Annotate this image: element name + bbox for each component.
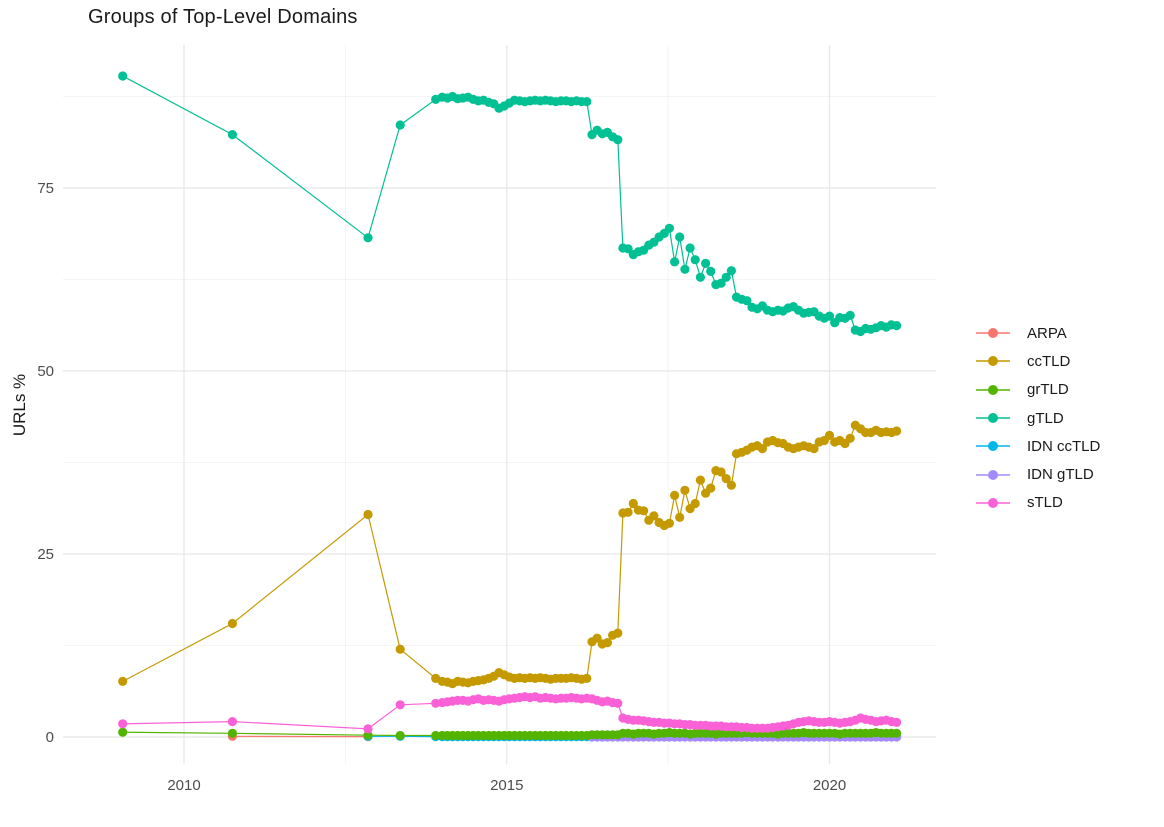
legend-label: IDN gTLD — [1027, 466, 1094, 484]
legend-key-icon — [976, 441, 1010, 452]
series-cctld — [118, 420, 902, 689]
y-axis-tick-labels: 0 25 50 75 — [37, 180, 54, 746]
series-gtld — [118, 71, 902, 337]
legend-item-idn-gtld: IDN gTLD — [975, 460, 1100, 488]
legend-key-icon — [976, 384, 1010, 395]
legend-key-icon — [976, 356, 1010, 367]
gridlines-minor — [63, 45, 936, 764]
legend-key-icon — [976, 328, 1010, 339]
legend-item-idn-cctld: IDN ccTLD — [975, 432, 1100, 460]
chart-title: Groups of Top-Level Domains — [88, 6, 358, 28]
legend-label: ccTLD — [1027, 352, 1071, 370]
legend-item-stld: sTLD — [975, 489, 1100, 517]
legend-key-icon — [976, 413, 1010, 424]
legend-key-icon — [976, 469, 1010, 480]
legend-label: ARPA — [1027, 324, 1067, 342]
series-grtld — [118, 727, 902, 741]
legend-label: sTLD — [1027, 494, 1063, 512]
series-stld — [118, 692, 902, 734]
y-tick-label: 25 — [37, 546, 54, 563]
legend-label: gTLD — [1027, 409, 1064, 427]
legend-label: IDN ccTLD — [1027, 437, 1101, 455]
legend-item-grtld: grTLD — [975, 376, 1100, 404]
legend: ARPA ccTLD grTLD gTLD IDN ccTLD IDN gTLD sTLD — [975, 319, 1100, 517]
y-tick-label: 50 — [37, 363, 54, 380]
x-tick-label: 2015 — [490, 777, 523, 794]
legend-item-gtld: gTLD — [975, 404, 1100, 432]
x-tick-label: 2010 — [167, 777, 200, 794]
legend-item-arpa: ARPA — [975, 319, 1100, 347]
x-axis-tick-labels: 2010 2015 2020 — [167, 777, 846, 794]
legend-item-cctld: ccTLD — [975, 347, 1100, 375]
y-tick-label: 0 — [46, 729, 54, 746]
y-tick-label: 75 — [37, 180, 54, 197]
gridlines-major — [63, 45, 936, 764]
legend-key-icon — [976, 497, 1010, 508]
x-tick-label: 2020 — [813, 777, 846, 794]
legend-label: grTLD — [1027, 381, 1069, 399]
